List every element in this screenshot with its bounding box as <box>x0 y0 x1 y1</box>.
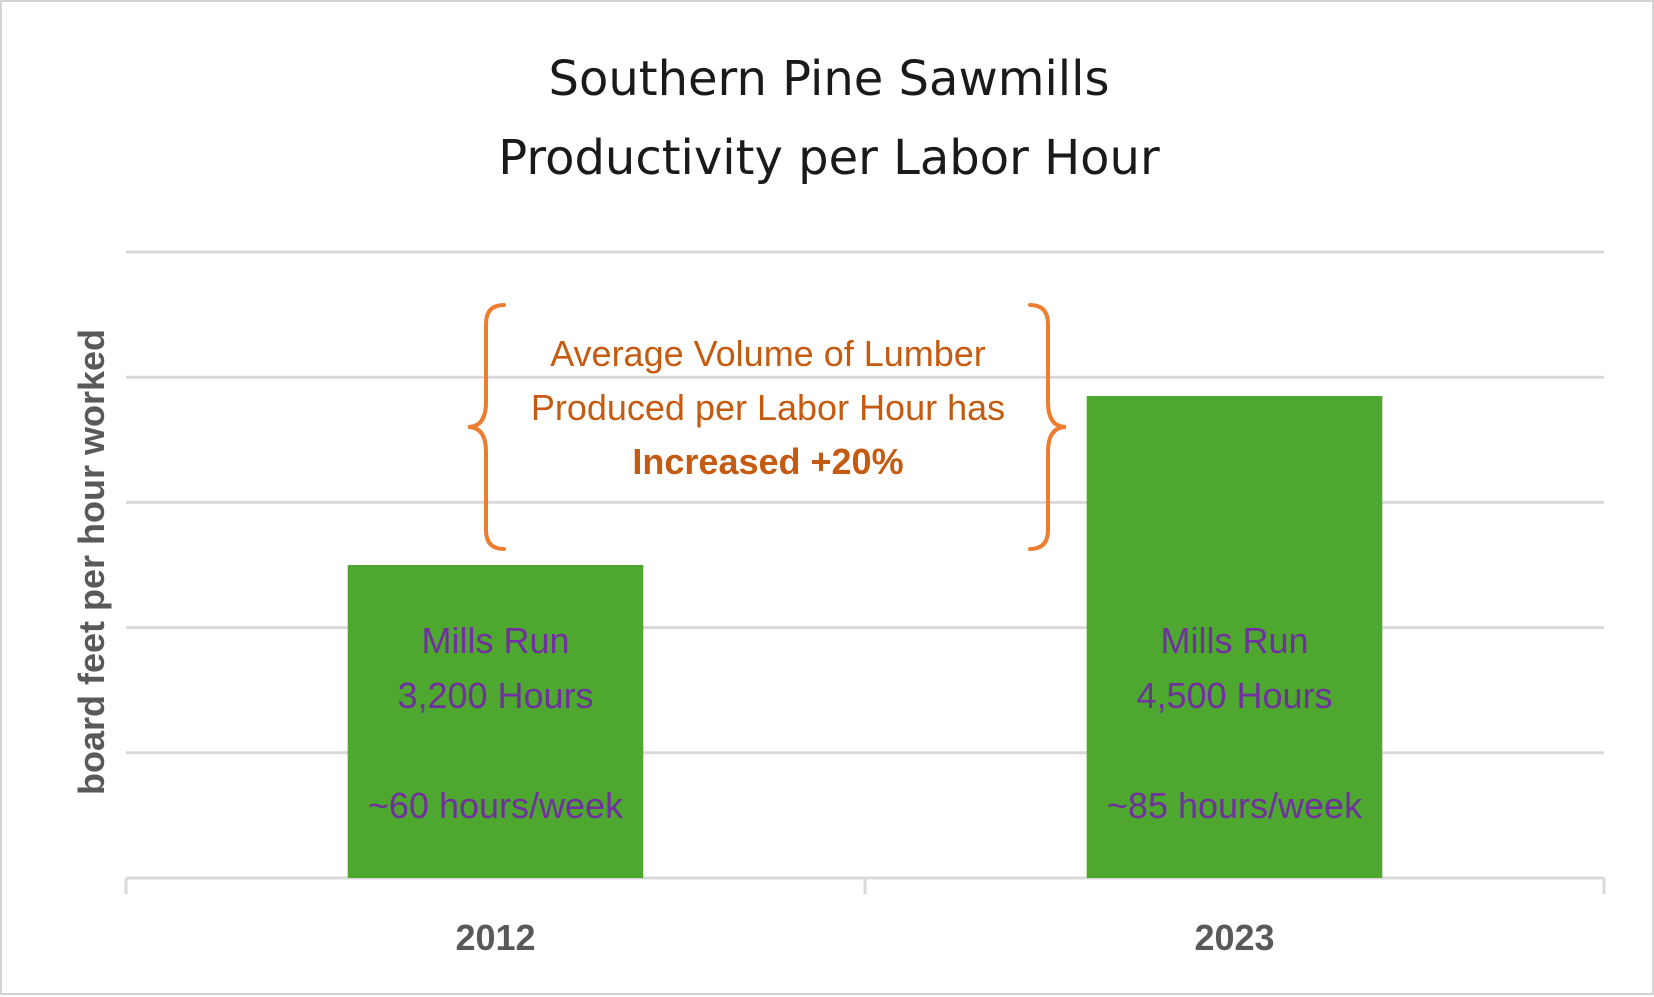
bar-label-2012-line-4: ~60 hours/week <box>368 785 624 826</box>
bar-2023 <box>1086 395 1383 878</box>
bar-label-2012-line-1: Mills Run <box>421 620 569 661</box>
bar-label-2012-line-2: 3,200 Hours <box>397 675 593 716</box>
chart-title: Southern Pine Sawmills Productivity per … <box>498 51 1160 186</box>
annotation-line-1: Average Volume of Lumber <box>550 333 986 374</box>
x-tick-labels: 2012 2023 <box>455 917 1274 958</box>
chart-title-line-1: Southern Pine Sawmills <box>549 51 1110 107</box>
y-axis-label: board feet per hour worked <box>71 329 112 795</box>
chart-title-line-2: Productivity per Labor Hour <box>498 130 1160 186</box>
annotation-line-2: Produced per Labor Hour has <box>531 387 1005 428</box>
x-tick-label-2023: 2023 <box>1194 917 1274 958</box>
bar-label-2023-line-4: ~85 hours/week <box>1107 785 1363 826</box>
right-brace <box>1028 303 1067 551</box>
bar-labels: Mills Run 3,200 Hours ~60 hours/week Mills … <box>368 620 1363 826</box>
bar-label-2023-line-1: Mills Run <box>1160 620 1308 661</box>
left-brace <box>467 303 506 551</box>
annotation: Average Volume of Lumber Produced per La… <box>467 303 1067 551</box>
bars <box>347 395 1383 878</box>
bar-2012 <box>347 565 644 878</box>
annotation-emphasis: Increased +20% <box>632 441 903 482</box>
x-tick-label-2012: 2012 <box>455 917 535 958</box>
x-axis <box>124 876 1606 894</box>
bar-label-2023-line-2: 4,500 Hours <box>1136 675 1332 716</box>
